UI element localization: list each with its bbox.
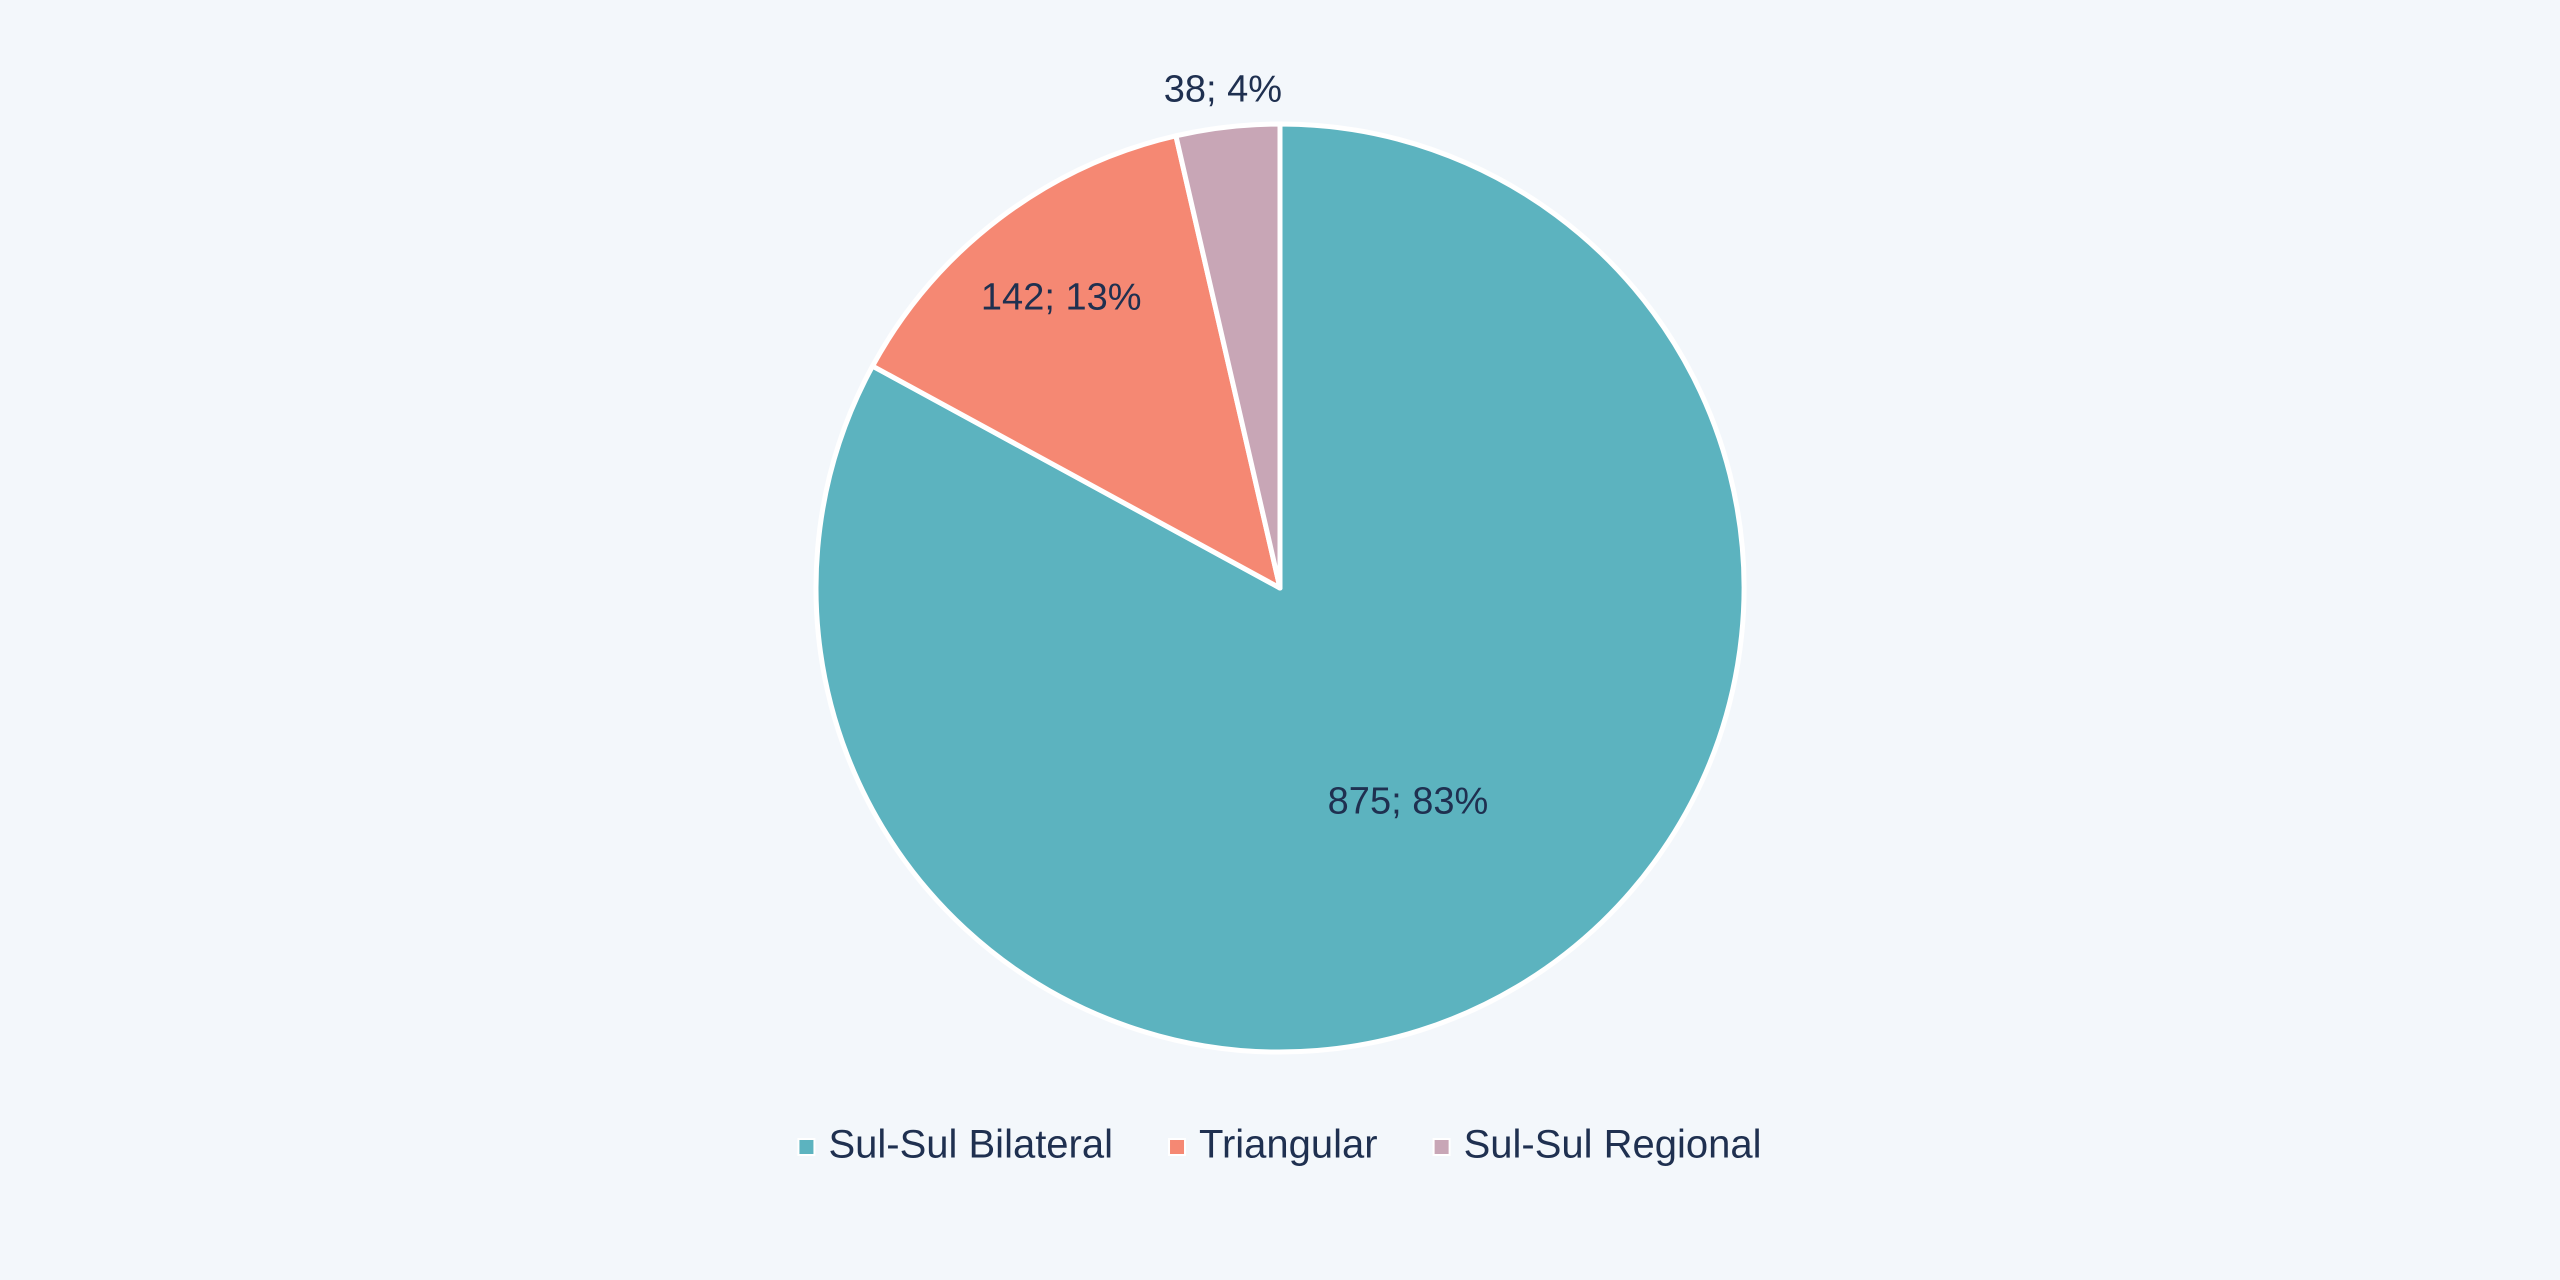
legend-label: Sul-Sul Bilateral [828,1123,1113,1167]
legend: Sul-Sul Bilateral Triangular Sul-Sul Regio… [797,1123,1762,1167]
pie-slice-sul-sul-bilateral [813,121,1747,1055]
legend-swatch [797,1138,816,1156]
legend-item: Sul-Sul Bilateral [797,1123,1113,1167]
pie-slices [813,121,1747,1055]
legend-swatch [1168,1138,1187,1156]
legend-swatch [1432,1138,1451,1156]
legend-item: Triangular [1168,1123,1378,1167]
pie-slice-triangular [870,133,1283,591]
legend-label: Sul-Sul Regional [1464,1123,1762,1167]
slice-data-label: 875; 83% [1328,780,1489,822]
slice-labels: 875; 83% 142; 13% 38; 4% [981,69,1488,823]
slice-data-label: 38; 4% [1164,69,1282,111]
legend-item: Sul-Sul Regional [1432,1123,1762,1167]
slice-data-label: 142; 13% [981,277,1142,319]
legend-label: Triangular [1199,1123,1378,1167]
pie-slice-sul-sul-regional [1173,121,1283,591]
